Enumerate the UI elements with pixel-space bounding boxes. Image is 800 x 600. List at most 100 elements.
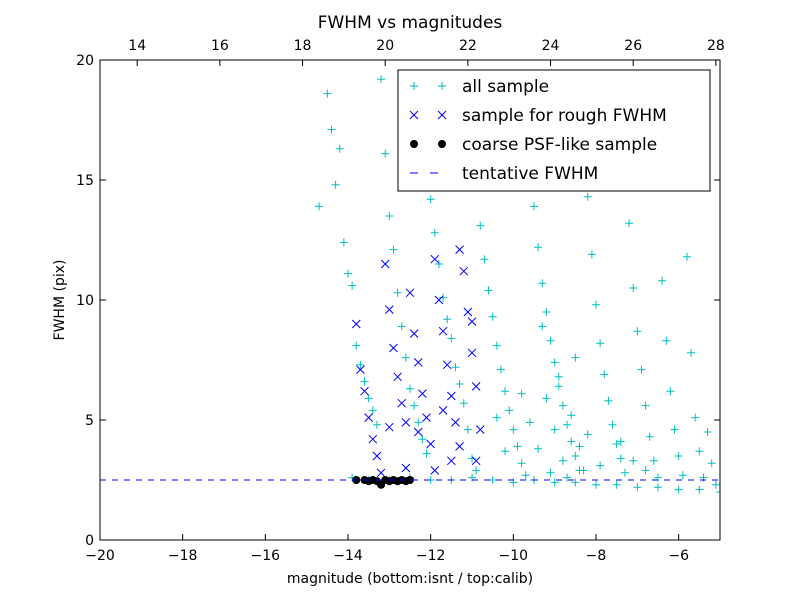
- data-point: [579, 466, 588, 475]
- data-point: [674, 485, 683, 494]
- data-point: [364, 394, 373, 403]
- data-point: [389, 343, 398, 353]
- data-point: [674, 452, 683, 460]
- data-point: [447, 334, 456, 343]
- data-point: [558, 401, 567, 410]
- data-point: [629, 284, 638, 292]
- data-point: [352, 341, 361, 350]
- data-point: [563, 473, 572, 482]
- data-point: [695, 485, 704, 494]
- data-point: [372, 420, 381, 429]
- top-x-tick-label: 28: [707, 38, 725, 54]
- data-point: [356, 360, 365, 369]
- data-point: [612, 440, 621, 448]
- data-point: [554, 382, 563, 391]
- y-tick-label: 5: [85, 413, 94, 429]
- data-point: [430, 466, 440, 475]
- data-point: [716, 488, 720, 496]
- data-point: [467, 348, 477, 358]
- top-x-tick-label: 24: [542, 38, 560, 54]
- data-point: [546, 468, 555, 477]
- x-tick-label: −8: [586, 548, 607, 564]
- data-point: [654, 483, 662, 492]
- data-point: [571, 478, 580, 487]
- y-axis-label: FWHM (pix): [52, 260, 68, 341]
- data-point: [542, 394, 551, 403]
- series-0: [315, 75, 720, 496]
- data-point: [405, 288, 415, 298]
- data-point: [377, 75, 386, 84]
- data-point: [463, 425, 472, 434]
- data-point: [467, 317, 477, 326]
- data-point: [550, 358, 559, 367]
- data-point: [475, 425, 485, 434]
- data-point: [583, 192, 592, 201]
- legend-marker: [437, 110, 447, 120]
- data-point: [468, 454, 476, 463]
- data-point: [484, 286, 493, 295]
- legend-label-rough-sample: sample for rough FWHM: [462, 106, 667, 126]
- x-tick-label: −12: [416, 548, 446, 564]
- legend-entry-psf-sample: coarse PSF-like sample: [410, 135, 657, 155]
- top-x-tick-label: 26: [624, 38, 642, 54]
- data-point: [413, 427, 423, 437]
- data-point: [401, 353, 410, 362]
- legend-label-psf-sample: coarse PSF-like sample: [462, 135, 657, 155]
- data-point: [471, 382, 481, 391]
- data-point: [691, 413, 700, 422]
- legend-marker: [410, 140, 418, 148]
- data-point: [695, 447, 704, 456]
- data-point: [368, 406, 377, 415]
- data-point: [418, 435, 427, 444]
- data-point: [488, 312, 497, 321]
- data-point: [492, 341, 501, 350]
- data-point: [327, 125, 336, 134]
- legend-marker-x: [409, 110, 447, 120]
- data-point: [492, 413, 501, 422]
- data-point: [368, 434, 378, 444]
- data-point: [401, 463, 411, 473]
- legend-entry-all-sample: all sample: [410, 77, 549, 97]
- legend-marker: [438, 140, 446, 148]
- data-point: [534, 444, 543, 453]
- data-point: [641, 466, 650, 475]
- data-point: [442, 360, 452, 370]
- data-point: [496, 365, 505, 374]
- data-point: [384, 422, 394, 432]
- data-point: [426, 195, 435, 204]
- data-point: [546, 336, 555, 345]
- data-point: [517, 389, 526, 398]
- data-point: [629, 456, 638, 465]
- top-x-tick-label: 14: [128, 38, 146, 54]
- x-tick-label: −16: [251, 548, 281, 564]
- data-point: [323, 89, 332, 98]
- data-point: [604, 396, 613, 405]
- data-point: [393, 288, 402, 297]
- x-tick-label: −14: [333, 548, 363, 564]
- legend-entry-rough-sample: sample for rough FWHM: [409, 106, 667, 126]
- legend-marker: [438, 82, 446, 90]
- data-point: [360, 386, 369, 396]
- data-point: [682, 252, 691, 261]
- plot-marks: [100, 75, 720, 496]
- data-point: [438, 326, 448, 336]
- legend: all sample sample for rough FWHM coarse …: [397, 69, 711, 192]
- data-point: [513, 442, 522, 451]
- legend-marker-dot: [410, 140, 446, 148]
- data-point: [385, 212, 394, 220]
- data-point: [393, 372, 402, 382]
- data-point: [517, 459, 526, 468]
- data-point: [571, 452, 580, 460]
- y-tick-label: 10: [76, 293, 94, 309]
- data-point: [538, 279, 547, 288]
- data-point: [583, 430, 592, 439]
- data-point: [666, 387, 675, 396]
- y-tick-label: 15: [76, 173, 94, 189]
- data-point: [364, 413, 374, 422]
- data-point: [480, 255, 489, 264]
- legend-entry-tentative-fwhm: tentative FWHM: [410, 164, 598, 184]
- data-point: [422, 449, 431, 458]
- data-point: [451, 418, 460, 427]
- data-point: [670, 425, 679, 434]
